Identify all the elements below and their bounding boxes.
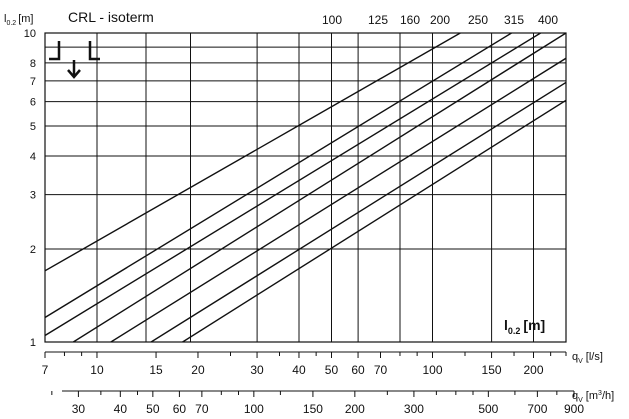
x-axis-m3h-label-main: q [572,390,578,402]
svg-text:l0.2[m]: l0.2 [m] [4,13,33,27]
x-axis-m3h-tick-label: 30 [72,402,86,416]
svg-text:qV[m3/h]: qV [m3/h] [572,390,614,404]
y-axis-label-main: l [4,13,6,25]
x-axis-ls-tick-label: 10 [90,363,104,377]
y-tick-label: 3 [30,190,36,202]
x-axis-ls-tick-label: 30 [250,363,264,377]
x-axis-m3h-tick-label: 700 [527,402,547,416]
y-tick-label: 10 [24,28,36,40]
series-label-400: 400 [538,13,558,27]
series-line-200 [72,33,566,342]
inplot-label-unit: [m] [523,317,545,333]
x-axis-ls-tick-label: 50 [325,363,339,377]
x-axis-m3h-tick-label: 60 [173,402,187,416]
series-line-250 [110,57,566,342]
series-label-100: 100 [322,13,342,27]
y-axis-label: l0.2 [m] [4,13,33,27]
series-label-160: 160 [400,13,420,27]
series-label-315: 315 [504,13,524,27]
y-tick-label: 2 [30,244,36,256]
x-axis-ls-tick-label: 40 [292,363,306,377]
svg-text:qV[l/s]: qV [l/s] [572,351,603,365]
x-axis-ls-label-main: q [572,351,578,363]
x-axis-m3h-label: qV [m3/h] [572,390,614,404]
series-line-400 [182,99,566,342]
chart-title: CRL - isoterm [68,9,154,25]
inplot-label: l0.2 [m] [504,317,545,336]
x-axis-ls-tick-label: 200 [523,363,543,377]
x-axis-ls-label-sub: V [578,358,583,365]
svg-text:l0.2[m]: l0.2 [m] [504,317,545,336]
inplot-label-main: l [504,317,508,333]
x-axis-m3h-label-sub: V [578,397,583,404]
y-tick-label: 4 [30,151,36,163]
x-axis-ls-label: qV [l/s] [572,351,603,365]
y-axis-label-sub: 0.2 [6,20,16,27]
x-axis-m3h-tick-label: 100 [244,402,264,416]
series-label-200: 200 [430,13,450,27]
x-axis-m3h-tick-label: 70 [195,402,209,416]
x-axis-ls-tick-label: 60 [351,363,365,377]
y-tick-label: 8 [30,58,36,70]
x-axis-ls-tick-label: 7 [42,363,49,377]
x-axis-ls-tick-label: 100 [422,363,442,377]
x-axis-ls-tick-label: 20 [191,363,205,377]
x-axis-m3h-tick-label: 300 [404,402,424,416]
x-axis-m3h-tick-label: 50 [146,402,160,416]
x-axis-ls-tick-label: 70 [374,363,388,377]
series-line-100 [45,33,461,272]
y-axis-label-unit: [m] [18,13,33,25]
x-axis-m3h-label-unit-end: /h] [602,390,614,402]
y-tick-label: 7 [30,76,36,88]
plot-frame [44,32,567,343]
y-tick-label: 5 [30,121,36,133]
x-axis-m3h-tick-label: 500 [478,402,498,416]
x-axis-m3h-label-unit-sup: 3 [598,390,602,397]
x-axis-m3h-tick-label: 900 [564,402,584,416]
series-line-125 [45,33,512,319]
inplot-label-sub: 0.2 [508,326,521,336]
x-axis-m3h-tick-label: 200 [345,402,365,416]
x-axis-ls-tick-label: 15 [149,363,163,377]
y-tick-label: 1 [30,337,36,349]
series-line-315 [150,81,566,342]
x-axis-m3h-label-unit: [m [586,390,598,402]
x-axis-ls-tick-label: 150 [482,363,502,377]
x-axis-ls-label-unit: [l/s] [586,351,603,363]
x-axis-m3h-tick-label: 40 [114,402,128,416]
y-tick-label: 6 [30,97,36,109]
series-line-160 [45,33,541,337]
corner-symbol [49,41,100,79]
x-axis-m3h-tick-label: 150 [303,402,323,416]
series-label-250: 250 [468,13,488,27]
series-label-125: 125 [368,13,388,27]
